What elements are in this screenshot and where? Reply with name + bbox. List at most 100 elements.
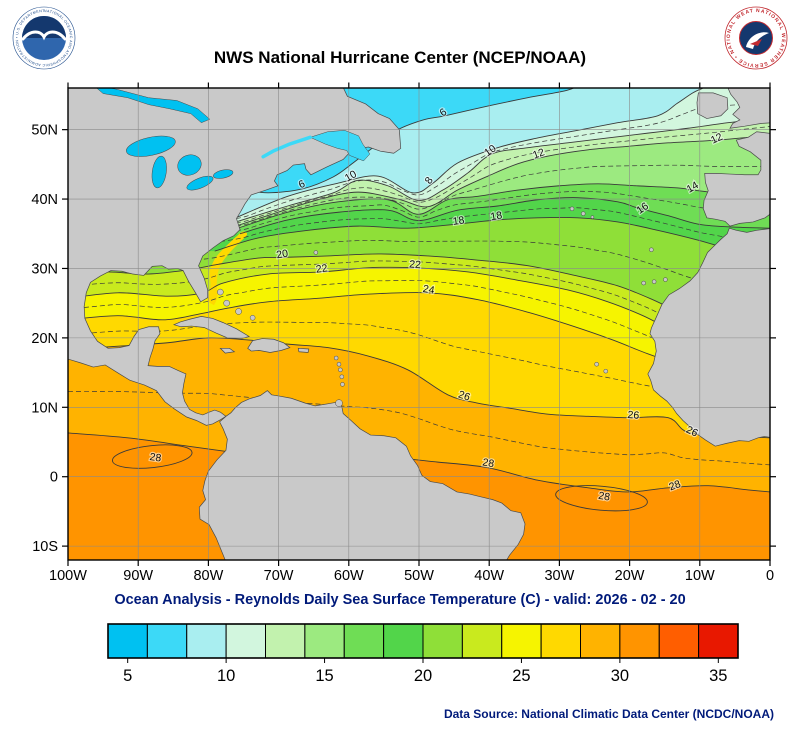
island-cape-verde-1 xyxy=(594,362,599,367)
lat-axis-label: 10N xyxy=(31,400,58,416)
colorbar-cell xyxy=(186,623,227,659)
colorbar-tick-label: 20 xyxy=(414,667,432,685)
contour-label: 12 xyxy=(531,146,546,161)
island-canary-2 xyxy=(651,279,657,284)
map-canvas xyxy=(68,88,770,560)
hudson-james-bay xyxy=(96,88,211,123)
lon-axis-label: 20W xyxy=(615,568,645,584)
contour-label: 24 xyxy=(422,283,436,297)
lat-axis-label: 10S xyxy=(32,539,58,555)
lake-ontario xyxy=(213,169,234,179)
lon-axis-label: 80W xyxy=(193,568,223,584)
isotherm-line-14 xyxy=(237,183,770,229)
lake-michigan xyxy=(151,155,167,189)
lat-axis-label: 40N xyxy=(31,192,58,208)
land-ireland xyxy=(696,92,729,119)
gulf-of-st-lawrence xyxy=(309,130,371,162)
land-jamaica xyxy=(219,347,236,354)
lat-axis-label: 30N xyxy=(31,261,58,277)
island-antilles-5 xyxy=(340,382,345,387)
island-azores-1 xyxy=(569,206,575,212)
nws-accent-icon xyxy=(750,39,762,46)
lon-axis-label: 30W xyxy=(544,568,574,584)
land-britain xyxy=(727,88,770,129)
land-hispaniola xyxy=(247,338,291,353)
lon-axis-label: 40W xyxy=(474,568,504,584)
colorbar-cell xyxy=(540,623,581,659)
page-title: NWS National Hurricane Center (NCEP/NOAA… xyxy=(213,48,587,67)
island-antilles-3 xyxy=(338,367,343,373)
contour-label: 26 xyxy=(457,389,472,404)
lon-axis-label: 60W xyxy=(334,568,364,584)
colorbar-cell xyxy=(698,623,739,659)
land-europe-iberia-france xyxy=(702,131,770,227)
island-turks xyxy=(249,315,256,321)
st-lawrence-river xyxy=(261,135,312,159)
colorbar-cell xyxy=(580,623,621,659)
contour-label: 18 xyxy=(452,214,465,228)
island-cape-verde-2 xyxy=(603,368,608,374)
colorbar-cell xyxy=(461,623,503,659)
island-canary-1 xyxy=(641,280,646,286)
island-antilles-4 xyxy=(339,374,345,380)
colorbar-cell xyxy=(146,623,188,659)
isotherm-line-8 xyxy=(235,88,704,219)
sst-map: 100W 90W 80W 70W 60W 50W 40W 30W 20W 10W 0 50N 40N 30… xyxy=(31,82,776,584)
land-puerto-rico xyxy=(297,347,310,353)
isotherm-line-16 xyxy=(239,197,770,235)
colorbar-cell xyxy=(422,623,463,659)
lon-axis-label: 10W xyxy=(685,568,715,584)
colorbar-cell xyxy=(383,623,424,659)
contour-label: 18 xyxy=(490,209,504,223)
colorbar-cell xyxy=(619,623,660,659)
colorbar: 5 10 15 20 25 30 35 xyxy=(107,623,739,685)
closed-isotherm-28 xyxy=(555,485,648,512)
island-madeira xyxy=(649,247,654,252)
lon-axis-label: 50W xyxy=(404,568,434,584)
colorbar-cell xyxy=(225,623,266,659)
contour-label: 20 xyxy=(275,247,289,261)
contour-label: 28 xyxy=(597,490,611,504)
isotherm-line-28 xyxy=(68,432,770,493)
island-azores-2 xyxy=(581,211,586,216)
lon-axis-label: 100W xyxy=(49,568,87,584)
isotherm-dashed-line xyxy=(68,126,770,225)
isotherm-line-10 xyxy=(237,117,770,222)
map-caption: Ocean Analysis - Reynolds Daily Sea Surf… xyxy=(114,592,686,608)
island-trinidad xyxy=(335,399,343,407)
lat-axis-label: 20N xyxy=(31,331,58,347)
land-cuba xyxy=(172,316,250,339)
contour-label: 26 xyxy=(627,409,640,422)
colorbar-tick-label: 35 xyxy=(709,667,727,685)
lake-superior xyxy=(126,135,176,157)
colorbar-tick-label: 15 xyxy=(315,667,333,685)
colorbar-tick-label: 5 xyxy=(123,667,132,685)
colorbar-tick-label: 30 xyxy=(611,667,629,685)
noaa-logo: NATIONAL OCEANIC AND ATMOSPHERIC ADMINIS… xyxy=(12,6,76,70)
island-canary-3 xyxy=(663,277,668,282)
island-azores-3 xyxy=(590,215,595,219)
noaa-seagull-icon xyxy=(21,30,67,41)
island-antilles-1 xyxy=(333,355,339,361)
colorbar-tick-label: 25 xyxy=(512,667,530,685)
lat-axis-label: 0 xyxy=(50,470,58,486)
land-north-america xyxy=(68,88,402,426)
data-source: Data Source: National Climatic Data Cent… xyxy=(443,707,774,721)
island-andros xyxy=(223,299,230,307)
island-antilles-2 xyxy=(336,362,342,367)
island-long-island-bahamas xyxy=(235,308,242,315)
lake-huron xyxy=(177,154,202,176)
contour-label: 22 xyxy=(409,258,422,271)
lat-axis-label: 50N xyxy=(31,123,58,139)
contour-label: 22 xyxy=(315,262,328,276)
closed-isotherm-28 xyxy=(111,444,193,469)
colorbar-cell xyxy=(343,623,385,659)
contour-label: 28 xyxy=(667,478,682,493)
colorbar-cell xyxy=(658,623,700,659)
isotherm-line-12 xyxy=(235,134,770,227)
lake-erie xyxy=(186,175,214,191)
nws-logo: NATIONAL WEATHER SERVICE • NATIONAL WEAT… xyxy=(724,6,788,70)
contour-label: 28 xyxy=(149,451,162,465)
colorbar-tick-label: 10 xyxy=(217,667,235,685)
